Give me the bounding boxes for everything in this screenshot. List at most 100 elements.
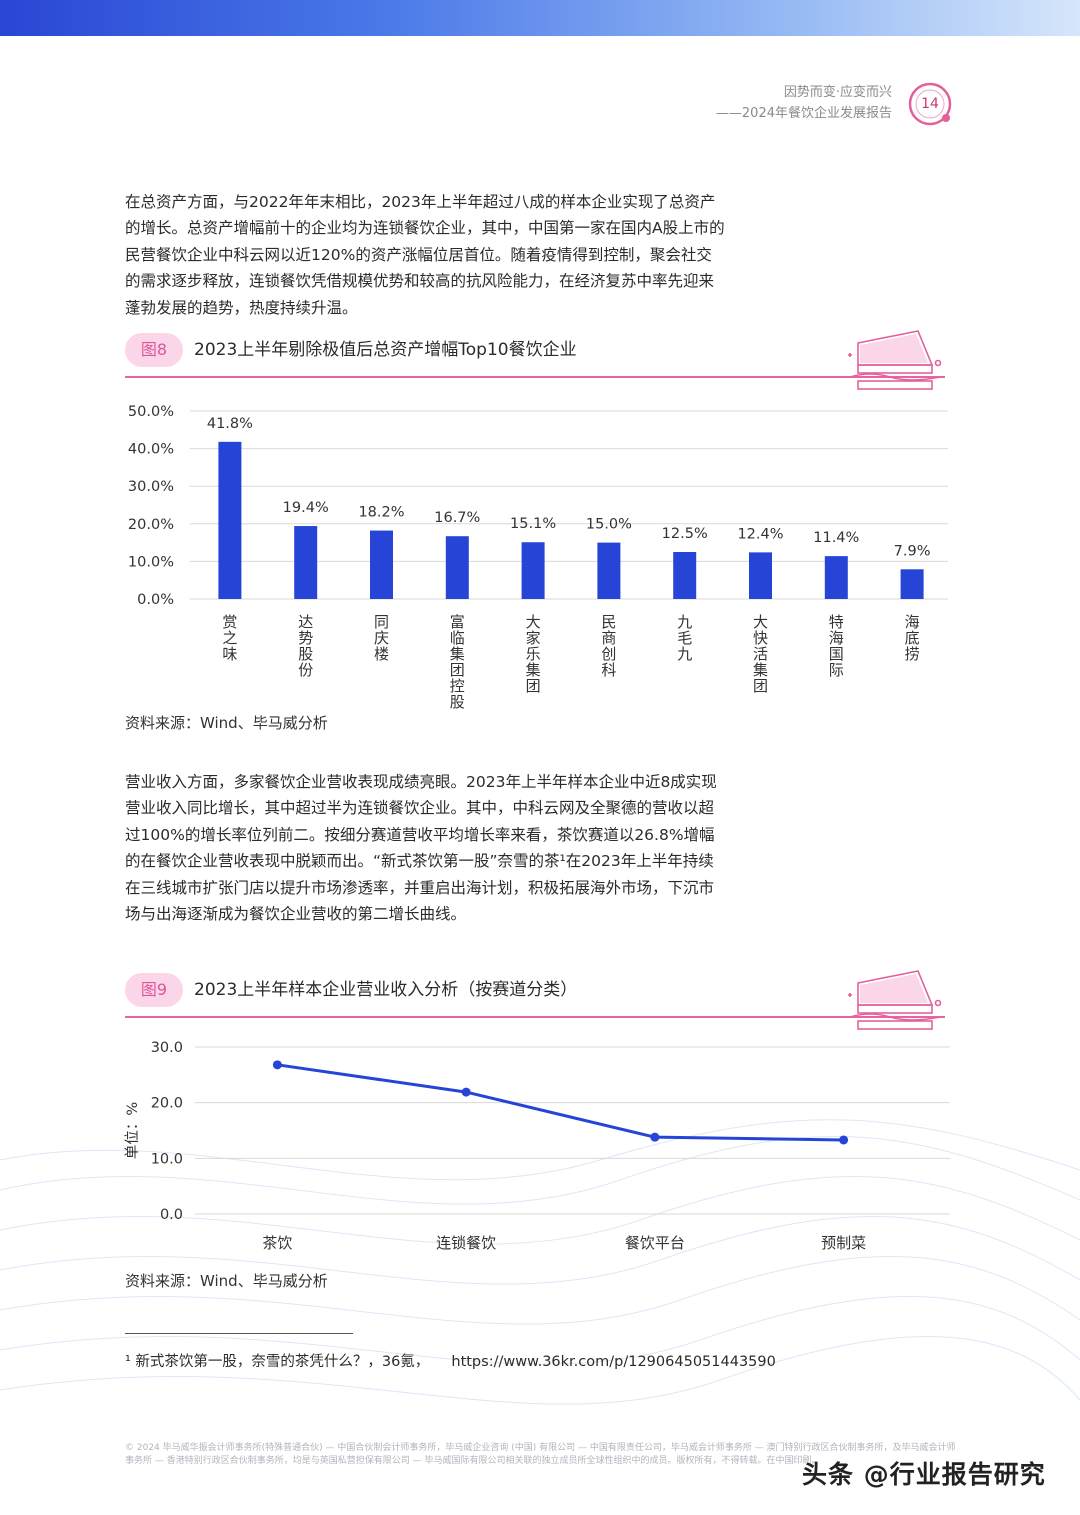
cake-icon	[848, 970, 942, 1030]
data-point	[461, 1087, 471, 1097]
x-tick-label-char: 家	[526, 629, 541, 647]
bar	[294, 526, 318, 599]
x-tick-label-char: 股	[298, 645, 313, 663]
data-label: 19.4%	[283, 500, 329, 516]
x-tick-label-char: 同	[374, 613, 389, 631]
paragraph-total-assets: 在总资产方面，与2022年年末相比，2023年上半年超过八成的样本企业实现了总资…	[125, 189, 725, 321]
figure9-rule	[125, 1016, 945, 1018]
figure9-title: 2023上半年样本企业营业收入分析（按赛道分类）	[194, 980, 578, 1000]
y-tick-label: 30.0%	[128, 479, 174, 495]
bar	[597, 542, 621, 599]
bar	[749, 552, 772, 599]
figure8-rule	[125, 376, 945, 378]
x-tick-label-char: 团	[753, 677, 768, 695]
data-label: 11.4%	[813, 530, 859, 546]
x-tick-label-char: 团	[526, 677, 541, 695]
y-tick-label: 30.0	[151, 1040, 183, 1056]
x-tick-label-char: 海	[829, 629, 844, 647]
x-tick-label-char: 赏	[222, 613, 237, 631]
x-tick-label-char: 势	[298, 629, 313, 647]
figure9-line-chart: 30.0 20.0 10.0 0.0 单位：% 茶饮 连锁餐饮 餐饮平台 预制菜	[124, 1040, 950, 1252]
x-tick-label-char: 之	[222, 629, 237, 647]
x-tick-label: 连锁餐饮	[436, 1234, 496, 1252]
data-point	[272, 1060, 282, 1070]
legal-notice: © 2024 毕马威华振会计师事务所(特殊普通合伙) — 中国合伙制会计师事务所…	[125, 1443, 956, 1466]
x-tick-label-char: 大	[753, 613, 768, 631]
data-label: 12.5%	[662, 526, 708, 542]
page-badge-ring-icon	[908, 82, 952, 126]
x-tick-label-char: 捞	[905, 645, 920, 663]
x-tick-label-char: 集	[450, 645, 465, 663]
y-tick-label: 40.0%	[128, 442, 174, 458]
x-tick-label-char: 底	[905, 629, 920, 647]
x-tick-label: 茶饮	[262, 1234, 292, 1252]
y-tick-label: 20.0%	[128, 517, 174, 533]
background-waves	[0, 1119, 1080, 1405]
bar	[445, 536, 469, 599]
data-label: 41.8%	[207, 416, 253, 432]
x-tick-label-char: 毛	[677, 629, 692, 647]
data-label: 16.7%	[434, 510, 480, 526]
bar	[218, 441, 242, 599]
data-point	[650, 1132, 660, 1142]
x-tick-label-char: 集	[753, 661, 768, 679]
x-tick-label-char: 海	[905, 613, 920, 631]
y-tick-label: 10.0%	[128, 554, 174, 570]
paragraph2-text: 营业收入方面，多家餐饮企业营收表现成绩亮眼。2023年上半年样本企业中近8成实现…	[125, 773, 717, 924]
figure8-source: 资料来源：Wind、毕马威分析	[125, 714, 328, 732]
cake-icon	[848, 330, 942, 390]
x-tick-label-char: 际	[829, 661, 844, 679]
top-banner	[0, 0, 1080, 36]
x-tick-label-char: 控	[450, 677, 465, 695]
report-header: 因势而变·应变而兴 ——2024年餐饮企业发展报告	[716, 82, 892, 124]
x-tick-label-char: 国	[829, 645, 844, 663]
x-tick-label-char: 九	[677, 645, 692, 663]
x-tick-label-char: 快	[753, 629, 768, 647]
data-label: 18.2%	[358, 505, 404, 521]
y-tick-label: 50.0%	[128, 404, 174, 420]
x-tick-label-char: 大	[526, 613, 541, 631]
x-tick-label-char: 活	[753, 645, 768, 663]
watermark: 头条 @行业报告研究	[802, 1460, 1046, 1489]
figure8-bar-chart: 50.0% 40.0% 30.0% 20.0% 10.0% 0.0% 41.8% 赏之味 19.…	[128, 404, 948, 711]
data-label: 7.9%	[894, 543, 931, 559]
y-tick-label: 0.0%	[137, 592, 174, 608]
x-tick-label-char: 特	[829, 613, 844, 631]
bar	[824, 556, 848, 599]
bar	[370, 530, 393, 599]
x-tick-label: 预制菜	[821, 1234, 866, 1252]
header-line1: 因势而变·应变而兴	[783, 85, 892, 100]
footnote-url[interactable]: https://www.36kr.com/p/1290645051443590	[451, 1354, 776, 1370]
figure9-source: 资料来源：Wind、毕马威分析	[125, 1272, 328, 1290]
bar	[673, 552, 697, 599]
bar	[521, 542, 545, 599]
figure8-tag: 图8	[125, 333, 183, 367]
y-tick-label: 0.0	[160, 1207, 183, 1223]
x-tick-label-char: 科	[601, 661, 616, 679]
data-point	[839, 1135, 849, 1145]
y-axis-label: 单位：%	[124, 1102, 141, 1159]
footnote-divider	[125, 1333, 353, 1334]
bar	[900, 569, 924, 599]
series-line	[277, 1063, 844, 1142]
y-tick-label: 20.0	[151, 1096, 183, 1112]
x-tick-label-char: 庆	[374, 629, 389, 647]
x-tick-label-char: 味	[222, 645, 237, 663]
x-tick-label-char: 股	[450, 693, 465, 711]
x-tick-label: 餐饮平台	[625, 1234, 685, 1252]
x-tick-label-char: 九	[677, 613, 692, 631]
header-line2: ——2024年餐饮企业发展报告	[715, 106, 892, 121]
page-number: 14	[921, 96, 939, 112]
x-tick-label-char: 乐	[526, 645, 541, 663]
footnote-text: ¹ 新式茶饮第一股，奈雪的茶凭什么？，36氪，	[125, 1354, 430, 1370]
x-tick-label-char: 团	[450, 661, 465, 679]
x-tick-label-char: 富	[450, 613, 465, 631]
x-tick-label-char: 民	[601, 613, 616, 631]
data-label: 15.0%	[586, 517, 632, 533]
paragraph1-text: 在总资产方面，与2022年年末相比，2023年上半年超过八成的样本企业实现了总资…	[125, 193, 725, 317]
x-tick-label-char: 份	[298, 661, 313, 679]
data-label: 12.4%	[737, 526, 783, 542]
paragraph-revenue: 营业收入方面，多家餐饮企业营收表现成绩亮眼。2023年上半年样本企业中近8成实现…	[125, 769, 725, 927]
data-label: 15.1%	[510, 516, 556, 532]
figure9-tag: 图9	[125, 973, 183, 1007]
